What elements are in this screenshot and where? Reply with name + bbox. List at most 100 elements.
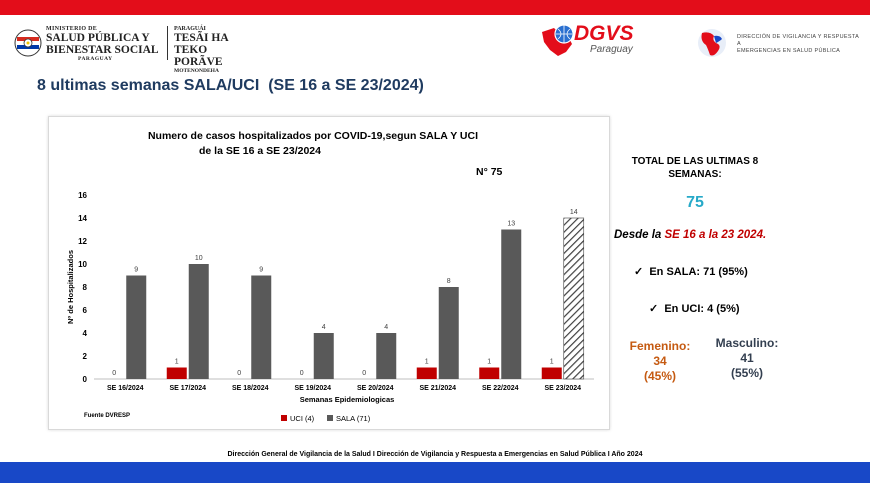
y-tick-label: 14 [78,214,87,223]
masculino-percent: (55%) [730,366,763,380]
sala-data-label: 4 [384,324,388,331]
y-tick-label: 4 [83,329,88,338]
sala-bar [313,333,334,379]
ministry-line-2: SALUD PÚBLICA Y [46,32,150,44]
dvr-line-1: DIRECCIÓN DE VIGILANCIA Y RESPUESTA A [737,34,859,47]
dgvs-subtitle: Paraguay [590,44,633,55]
x-tick-label: SE 18/2024 [232,385,269,392]
sala-bar [563,217,585,380]
legend-label-uci: UCI (4) [290,414,315,423]
y-tick-label: 2 [83,352,88,361]
page-title: 8 ultimas semanas SALA/UCI (SE 16 a SE 2… [37,77,424,94]
masculino-stat: Masculino: 41 (55%) [705,336,789,381]
uci-bar [166,367,187,379]
y-axis-title: Nº de Hospitalizados [66,250,75,324]
sala-bar [501,229,522,379]
chart-source: Fuente DVRESP [84,413,130,419]
dgvs-wordmark: DGVS [574,22,634,45]
date-range-value: SE 16 a la 23 2024. [664,229,767,241]
y-tick-label: 6 [83,306,88,315]
y-tick-label: 12 [78,237,87,246]
ministry-line-1: MINISTERIO DE [46,26,98,32]
y-tick-label: 8 [83,283,88,292]
sala-bar [188,264,209,379]
y-tick-label: 16 [78,191,87,200]
x-tick-label: SE 23/2024 [544,385,581,392]
paraguay-map-icon [542,24,574,56]
bottom-color-bar [0,462,870,483]
top-color-bar [0,0,870,15]
femenino-percent: (45%) [643,369,676,383]
total-value: 75 [686,194,704,211]
uci-data-label: 0 [362,370,366,377]
legend-swatch-uci [281,415,287,421]
masculino-label: Masculino: [715,336,779,350]
sala-total-text: En SALA: 71 (95%) [649,266,748,278]
total-heading-line-2: SEMANAS: [668,169,722,180]
hospitalization-bar-chart: Numero de casos hospitalizados por COVID… [66,130,594,423]
uci-data-label: 0 [237,370,241,377]
masculino-count: 41 [740,351,754,365]
date-range-text: Desde la SE 16 a la 23 2024. [614,229,766,241]
x-axis-title: Semanas Epidemiologicas [300,395,395,404]
uci-bar [416,367,437,379]
footer-text: Dirección General de Vigilancia de la Sa… [227,451,643,458]
femenino-stat: Femenino: 34 (45%) [620,339,700,384]
legend-swatch-sala [327,415,333,421]
legend-label-sala: SALA (71) [336,414,371,423]
guarani-line-3: PORÃVE [174,56,223,68]
uci-data-label: 1 [487,359,491,366]
total-heading: TOTAL DE LAS ULTIMAS 8 SEMANAS: [605,155,785,181]
sala-data-label: 10 [195,255,203,262]
uci-bar [479,367,500,379]
x-tick-label: SE 20/2024 [357,385,394,392]
sala-data-label: 13 [507,221,515,228]
uci-data-label: 1 [550,359,554,366]
femenino-label: Femenino: [629,339,691,353]
dvr-logo: DIRECCIÓN DE VIGILANCIA Y RESPUESTA A EM… [692,27,862,59]
x-tick-label: SE 17/2024 [169,385,206,392]
sala-data-label: 9 [259,267,263,274]
paraguay-seal-icon [14,29,42,57]
check-icon: ✓ [649,303,659,315]
sala-bar [438,287,459,379]
sala-data-label: 9 [134,267,138,274]
sala-bar [376,333,397,379]
uci-bar [541,367,562,379]
femenino-count: 34 [653,354,667,368]
uci-total-text: En UCI: 4 (5%) [664,303,740,315]
uci-total: ✓ En UCI: 4 (5%) [649,302,740,315]
chart-panel: Numero de casos hospitalizados por COVID… [48,116,610,430]
chart-annotation: N° 75 [476,166,503,178]
ministry-line-4: PARAGUAY [78,56,113,62]
uci-data-label: 1 [425,359,429,366]
dvr-line-2: EMERGENCIAS EN SALUD PÚBLICA [737,48,841,54]
guarani-line-4: MOTENONDEHA [174,68,219,74]
x-tick-label: SE 21/2024 [419,385,456,392]
x-tick-label: SE 16/2024 [107,385,144,392]
total-heading-line-1: TOTAL DE LAS ULTIMAS 8 [631,156,759,167]
sala-total: ✓ En SALA: 71 (95%) [634,265,748,278]
guarani-line-1: PARAGUÁI [174,26,206,32]
sala-bar [251,275,272,379]
americas-map-icon [698,29,726,57]
dgvs-logo: DGVS Paraguay [538,20,658,60]
logo-divider [167,26,168,60]
sala-data-label: 8 [447,278,451,285]
sala-data-label: 4 [322,324,326,331]
uci-data-label: 1 [175,359,179,366]
chart-legend: UCI (4) SALA (71) [281,414,371,423]
uci-data-label: 0 [300,370,304,377]
y-tick-label: 0 [83,375,88,384]
x-tick-label: SE 19/2024 [294,385,331,392]
y-tick-label: 10 [78,260,87,269]
sala-bar [126,275,147,379]
check-icon: ✓ [634,266,644,278]
ministry-logo: MINISTERIO DE SALUD PÚBLICA Y BIENESTAR … [14,24,254,74]
sala-data-label: 14 [570,209,578,216]
uci-data-label: 0 [112,370,116,377]
ministry-line-3: BIENESTAR SOCIAL [46,44,159,56]
x-tick-label: SE 22/2024 [482,385,519,392]
chart-title-line-1: Numero de casos hospitalizados por COVID… [148,130,478,142]
chart-title-line-2: de la SE 16 a SE 23/2024 [199,145,321,157]
